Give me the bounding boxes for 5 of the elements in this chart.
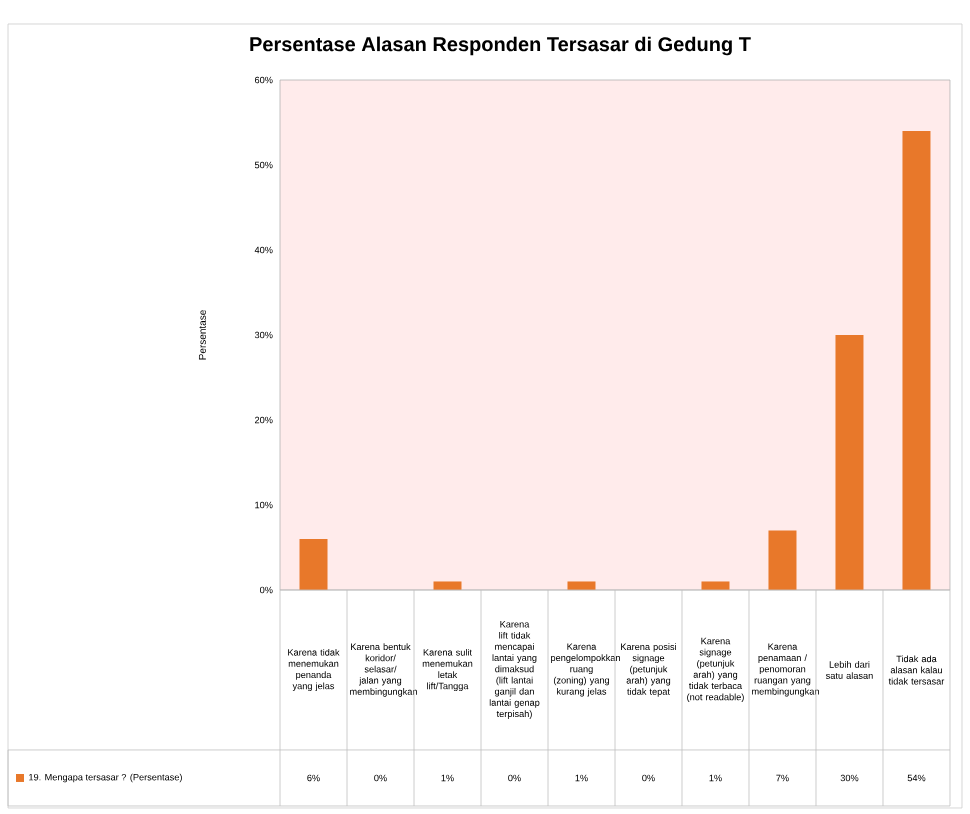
chart-title: Persentase Alasan Responden Tersasar di Gedung T <box>250 36 751 56</box>
bar <box>835 334 864 590</box>
bar <box>902 131 931 590</box>
bar <box>299 538 328 590</box>
bar <box>768 530 797 590</box>
